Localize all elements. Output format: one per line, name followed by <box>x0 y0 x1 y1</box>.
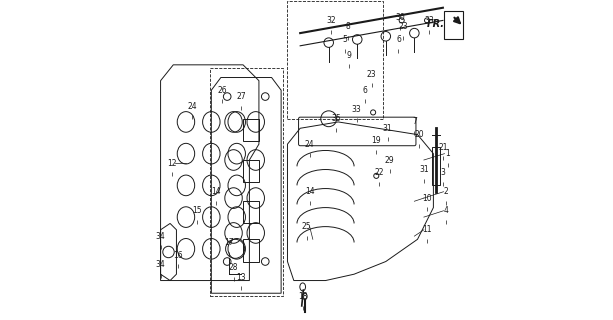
Text: 19: 19 <box>371 136 381 146</box>
Text: 16: 16 <box>173 251 183 260</box>
Text: 3: 3 <box>441 168 445 177</box>
Text: 26: 26 <box>218 86 227 95</box>
Text: 35: 35 <box>332 114 341 123</box>
Text: 6: 6 <box>396 35 401 44</box>
Bar <box>243 201 259 223</box>
Text: 13: 13 <box>237 273 246 282</box>
Text: 10: 10 <box>422 194 432 203</box>
Text: 7: 7 <box>412 117 417 126</box>
Text: 15: 15 <box>192 206 202 215</box>
Text: 24: 24 <box>188 101 197 111</box>
Text: 25: 25 <box>302 222 311 231</box>
Text: 24: 24 <box>305 140 314 148</box>
Text: 34: 34 <box>156 232 166 241</box>
Text: 2: 2 <box>444 187 449 196</box>
Text: 28: 28 <box>229 263 238 272</box>
Text: 33: 33 <box>424 16 434 25</box>
Bar <box>243 160 259 182</box>
Bar <box>243 239 259 261</box>
Bar <box>444 11 463 39</box>
Text: 23: 23 <box>398 22 408 31</box>
Text: 33: 33 <box>352 105 362 114</box>
Bar <box>210 68 283 296</box>
Text: 12: 12 <box>167 159 177 168</box>
Bar <box>243 119 259 141</box>
Text: 14: 14 <box>305 187 314 196</box>
Text: 9: 9 <box>347 51 352 60</box>
Text: 6: 6 <box>363 86 368 95</box>
Text: 21: 21 <box>438 143 447 152</box>
Text: 18: 18 <box>299 292 308 301</box>
Text: 11: 11 <box>422 225 432 234</box>
Text: 31: 31 <box>383 124 392 133</box>
Text: 20: 20 <box>414 130 424 139</box>
Bar <box>287 1 383 119</box>
Text: 29: 29 <box>385 156 394 164</box>
Text: 5: 5 <box>342 35 347 44</box>
Text: 8: 8 <box>345 22 350 31</box>
Text: 14: 14 <box>211 187 221 196</box>
Text: 32: 32 <box>326 16 336 25</box>
Text: 27: 27 <box>237 92 246 101</box>
Text: 31: 31 <box>419 165 428 174</box>
Text: 23: 23 <box>367 70 376 79</box>
Text: 17: 17 <box>224 238 234 247</box>
Bar <box>432 147 440 185</box>
Text: 34: 34 <box>156 260 166 269</box>
Text: 22: 22 <box>375 168 384 177</box>
Text: FR.: FR. <box>427 19 444 28</box>
Text: 4: 4 <box>444 206 449 215</box>
Text: 30: 30 <box>395 13 405 22</box>
Text: 1: 1 <box>445 149 450 158</box>
